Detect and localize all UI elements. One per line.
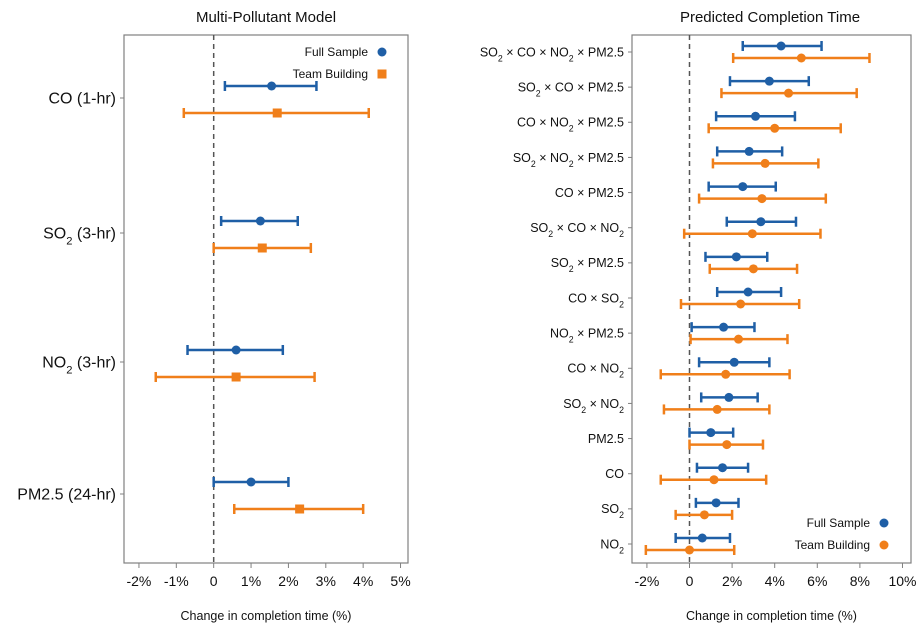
point-estimate-marker	[756, 217, 766, 227]
point-estimate-marker	[722, 440, 732, 450]
legend-marker	[377, 69, 387, 79]
multi-pollutant-panel: Multi-Pollutant Model -2% -1% 0 1% 2% 3% 4% 5% Ch…	[17, 9, 410, 623]
x-axis-label: Change in completion time (%)	[181, 609, 352, 623]
y-category-label: SO2 × CO × PM2.5	[518, 81, 624, 99]
legend-label: Full Sample	[305, 45, 369, 59]
point-estimate-marker	[751, 111, 761, 121]
point-estimate-marker	[706, 428, 716, 438]
point-estimate-marker	[719, 322, 729, 332]
y-category-label: SO2 × NO2	[563, 397, 624, 415]
point-estimate-marker	[733, 334, 743, 344]
x-tick-label: -1%	[164, 573, 189, 589]
point-estimate-marker	[784, 88, 794, 98]
x-axis-label: Change in completion time (%)	[686, 609, 857, 623]
legend-label: Full Sample	[807, 516, 871, 530]
point-estimate-marker	[724, 392, 734, 402]
point-estimate-marker	[736, 299, 746, 309]
point-estimate-marker	[748, 264, 758, 274]
point-estimate-marker	[246, 477, 256, 487]
point-estimate-marker	[718, 463, 728, 473]
chart-title: Predicted Completion Time	[680, 9, 860, 26]
point-estimate-marker	[729, 357, 739, 367]
y-category-label: CO × PM2.5	[555, 186, 624, 200]
y-category-label: CO × NO2	[567, 362, 624, 380]
y-category-label: NO2	[600, 537, 624, 555]
x-tick-label: 10%	[888, 573, 916, 589]
point-estimate-marker	[738, 182, 748, 192]
point-estimate-marker	[731, 252, 741, 262]
chart-title: Multi-Pollutant Model	[196, 9, 336, 26]
legend-marker	[377, 47, 387, 57]
x-tick-label: 5%	[390, 573, 410, 589]
point-estimate-marker	[699, 510, 709, 520]
y-category-label: CO × SO2	[568, 291, 624, 309]
y-category-label: CO (1-hr)	[48, 91, 116, 108]
point-estimate-marker	[295, 504, 305, 514]
x-tick-label: 4%	[353, 573, 373, 589]
point-estimate-marker	[257, 243, 267, 253]
legend-marker	[879, 518, 889, 528]
x-tick-label: 8%	[850, 573, 870, 589]
x-tick-label: -2%	[634, 573, 659, 589]
y-category-label: SO2 × PM2.5	[551, 256, 624, 274]
point-estimate-marker	[255, 216, 265, 226]
legend-label: Team Building	[293, 67, 368, 81]
point-estimate-marker	[231, 345, 241, 355]
y-category-label: NO2 (3-hr)	[42, 355, 116, 377]
point-estimate-marker	[744, 146, 754, 156]
x-tick-label: 2%	[278, 573, 298, 589]
y-category-label: CO × NO2 × PM2.5	[517, 116, 624, 134]
plot-frame	[123, 34, 409, 564]
x-tick-label: -2%	[126, 573, 151, 589]
point-estimate-marker	[267, 81, 277, 91]
point-estimate-marker	[711, 498, 721, 508]
point-estimate-marker	[747, 229, 757, 239]
point-estimate-marker	[712, 404, 722, 414]
point-estimate-marker	[721, 369, 731, 379]
point-estimate-marker	[760, 158, 770, 168]
point-estimate-marker	[776, 41, 786, 51]
x-tick-label: 4%	[765, 573, 785, 589]
point-estimate-marker	[757, 194, 767, 204]
y-category-label: PM2.5	[588, 432, 624, 446]
y-category-label: SO2 × NO2 × PM2.5	[513, 151, 624, 169]
x-tick-label: 3%	[316, 573, 336, 589]
x-tick-label: 0	[686, 573, 694, 589]
plot-frame	[631, 34, 912, 564]
y-category-label: SO2	[601, 502, 624, 520]
point-estimate-marker	[764, 76, 774, 86]
point-estimate-marker	[709, 475, 719, 485]
y-category-label: SO2 × CO × NO2	[530, 221, 624, 239]
legend-label: Team Building	[795, 538, 870, 552]
point-estimate-marker	[796, 53, 806, 63]
point-estimate-marker	[743, 287, 753, 297]
x-tick-label: 6%	[807, 573, 827, 589]
point-estimate-marker	[272, 108, 282, 118]
point-estimate-marker	[231, 372, 241, 382]
x-tick-label: 0	[210, 573, 218, 589]
point-estimate-marker	[697, 533, 707, 543]
predicted-completion-panel: Predicted Completion Time -2% 0 2% 4% 6% 8% 10%…	[480, 9, 917, 623]
x-tick-label: 2%	[722, 573, 742, 589]
y-category-label: NO2 × PM2.5	[550, 327, 624, 345]
y-category-label: SO2 (3-hr)	[43, 226, 116, 248]
y-category-label: CO	[605, 467, 624, 481]
point-estimate-marker	[685, 545, 695, 555]
y-category-label: PM2.5 (24-hr)	[17, 487, 116, 504]
point-estimate-marker	[770, 123, 780, 133]
y-category-label: SO2 × CO × NO2 × PM2.5	[480, 45, 624, 63]
x-tick-label: 1%	[241, 573, 261, 589]
legend-marker	[879, 540, 889, 550]
